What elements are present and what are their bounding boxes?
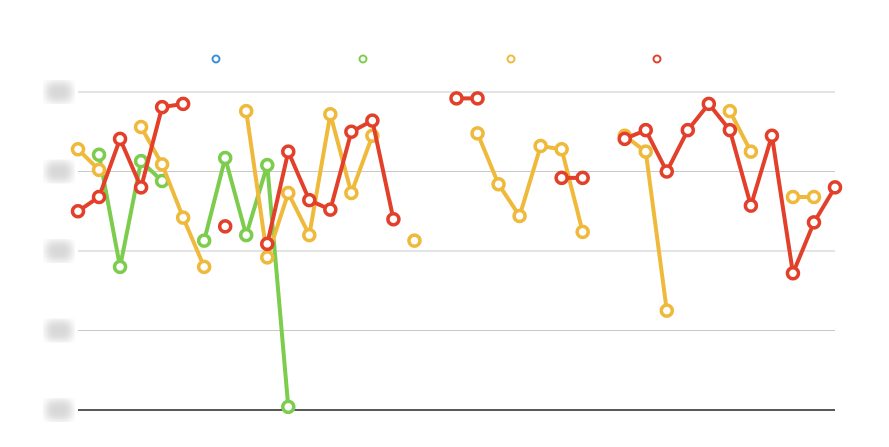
y-tick-label-blurred	[46, 320, 72, 341]
point	[638, 144, 653, 159]
legend-marker	[211, 54, 221, 64]
point	[133, 119, 149, 135]
point	[260, 250, 275, 265]
point	[680, 122, 696, 138]
point	[701, 96, 717, 112]
legend-marker	[358, 54, 368, 64]
point	[554, 170, 569, 186]
point	[449, 91, 464, 106]
point	[281, 144, 296, 159]
point	[722, 103, 738, 119]
line	[76, 110, 814, 311]
point	[133, 180, 149, 195]
point	[302, 192, 317, 208]
point	[806, 189, 822, 205]
point	[575, 224, 590, 240]
point	[175, 210, 191, 225]
legend-marker	[506, 54, 516, 64]
point	[743, 144, 759, 159]
point	[407, 233, 422, 248]
point	[196, 233, 212, 248]
point	[112, 259, 128, 275]
point	[344, 185, 359, 201]
point	[70, 204, 86, 219]
point	[344, 124, 359, 139]
point	[365, 113, 380, 128]
y-tick-label-blurred	[46, 161, 72, 182]
point	[470, 91, 485, 106]
point	[617, 131, 632, 147]
point	[112, 131, 128, 147]
point	[217, 150, 233, 166]
point	[806, 215, 822, 230]
point	[554, 141, 569, 157]
point	[175, 96, 191, 112]
point	[91, 162, 107, 178]
point	[281, 185, 296, 201]
line	[76, 96, 837, 276]
point	[827, 180, 843, 195]
point	[154, 99, 170, 115]
point	[659, 303, 675, 318]
point	[281, 399, 296, 415]
y-tick-label-blurred	[46, 82, 72, 102]
point	[238, 103, 254, 119]
point	[785, 189, 801, 205]
point	[512, 208, 527, 224]
point	[764, 128, 780, 143]
point	[722, 122, 738, 138]
point	[575, 170, 590, 186]
point	[659, 164, 675, 179]
point	[260, 157, 275, 173]
legend-marker	[652, 54, 662, 64]
point	[196, 259, 212, 275]
point	[470, 126, 485, 141]
point	[91, 147, 107, 163]
point	[91, 189, 107, 205]
point	[302, 227, 317, 243]
point	[260, 236, 275, 252]
y-tick-label-blurred	[46, 400, 72, 420]
point	[323, 202, 338, 217]
point	[70, 141, 86, 157]
point	[238, 227, 254, 243]
point	[533, 138, 548, 154]
point	[638, 122, 653, 138]
y-tick-label-blurred	[46, 241, 72, 261]
point	[217, 219, 233, 234]
point	[386, 211, 401, 227]
point	[154, 157, 170, 172]
point	[323, 107, 338, 122]
point	[785, 266, 801, 281]
point	[491, 176, 506, 192]
point	[743, 198, 759, 213]
